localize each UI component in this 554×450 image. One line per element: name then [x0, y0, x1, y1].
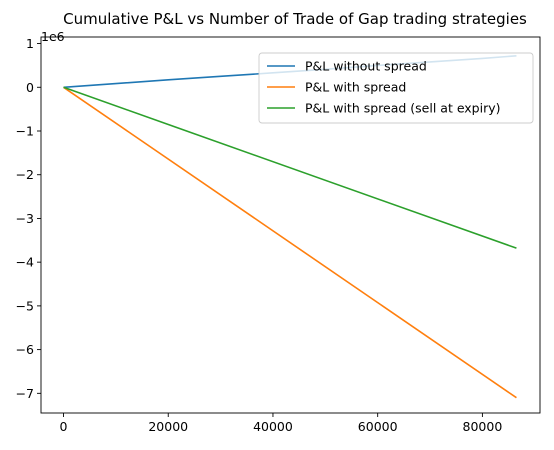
y-tick-label: −3 — [16, 211, 34, 226]
x-tick-label: 60000 — [358, 419, 398, 434]
y-tick-label: −2 — [16, 167, 34, 182]
y-tick-label: −1 — [16, 124, 34, 139]
y-tick-label: 0 — [26, 80, 34, 95]
x-tick-label: 40000 — [253, 419, 293, 434]
x-tick-label: 20000 — [148, 419, 188, 434]
series-line — [63, 86, 517, 249]
chart-title: Cumulative P&L vs Number of Trade of Gap… — [63, 10, 527, 28]
x-tick-label: 0 — [60, 419, 68, 434]
x-axis: 0 20000 40000 60000 80000 — [60, 413, 503, 434]
legend-entry: P&L without spread — [305, 59, 427, 74]
legend-box — [258, 52, 534, 124]
y-tick-label: −6 — [16, 342, 34, 357]
legend-entry: P&L with spread (sell at expiry) — [305, 101, 501, 116]
legend-entry: P&L with spread — [305, 80, 406, 95]
y-tick-label: −7 — [16, 386, 34, 401]
legend: P&L without spread P&L with spread P&L wit… — [258, 52, 534, 124]
plot-area-frame — [40, 36, 541, 414]
y-tick-label: −4 — [16, 255, 34, 270]
y-axis: 1 0 −1 −2 −3 −4 −5 −6 −7 — [16, 36, 41, 401]
y-tick-label: 1 — [26, 36, 34, 51]
y-tick-label: −5 — [16, 298, 34, 313]
y-axis-offset-label: 1e6 — [41, 29, 65, 44]
series-line — [63, 86, 517, 399]
x-tick-label: 80000 — [463, 419, 503, 434]
